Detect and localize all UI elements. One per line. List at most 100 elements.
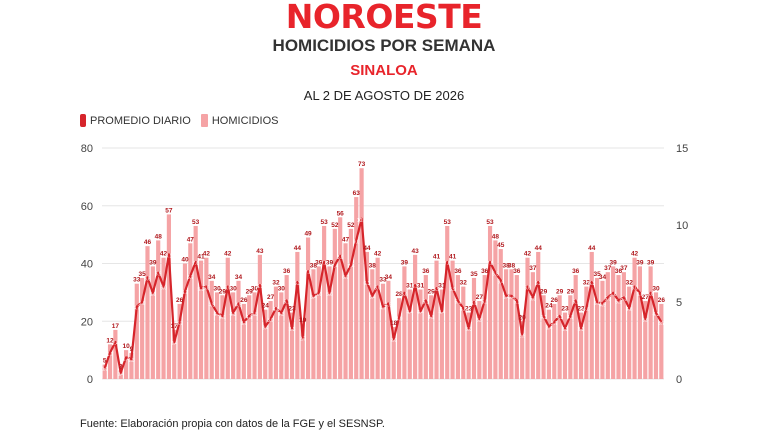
homicidios-bar (643, 301, 648, 379)
bar-value-label: 53 (444, 219, 452, 226)
right-axis-tick-label: 5 (676, 297, 682, 309)
line-value-label: 5.1 (615, 299, 622, 305)
line-value-label: 5.9 (433, 287, 440, 293)
line-value-label: 4.3 (214, 312, 221, 318)
line-value-label: 6.1 (412, 284, 419, 290)
bar-value-label: 32 (460, 280, 468, 287)
homicidios-bar (370, 269, 375, 379)
homicidios-bar (300, 324, 305, 379)
line-value-label: 5.4 (503, 295, 510, 301)
homicidios-bar (396, 298, 402, 379)
line-value-label: 5.1 (513, 299, 520, 305)
bar-value-label: 39 (149, 259, 157, 266)
line-value-label: 5.6 (610, 292, 617, 298)
bar-value-label: 26 (551, 297, 559, 304)
bar-value-label: 38 (502, 262, 510, 269)
bar-value-label: 39 (401, 259, 409, 266)
bar-value-label: 30 (278, 285, 286, 292)
line-value-label: 3.3 (578, 327, 585, 333)
right-axis-tick-label: 0 (676, 374, 682, 386)
bar-value-label: 42 (203, 251, 211, 258)
homicidios-bar (605, 272, 610, 379)
line-value-label: 5.6 (326, 292, 333, 298)
homicidios-bar (562, 312, 568, 379)
homicidios-bar (257, 254, 262, 379)
homicidios-bar (546, 309, 552, 379)
line-value-label: 3.7 (551, 321, 558, 327)
line-value-label: 6.0 (631, 286, 638, 292)
left-axis-tick-label: 20 (81, 316, 93, 328)
homicidios-bar (156, 240, 161, 379)
homicidios-bar (182, 263, 188, 379)
bar-value-label: 48 (155, 233, 163, 240)
line-value-label: 1.3 (128, 358, 135, 364)
line-value-label: 5.0 (139, 301, 146, 307)
bar-value-label: 27 (642, 294, 650, 301)
homicidios-bar (220, 295, 225, 379)
bar-value-label: 33 (379, 277, 387, 284)
line-value-label: 5.4 (508, 295, 515, 301)
homicidios-bar (611, 266, 616, 379)
bar-value-label: 36 (572, 268, 580, 275)
line-value-label: 4.7 (133, 306, 140, 312)
line-value-label: 3.7 (176, 321, 183, 327)
homicidios-bar (423, 275, 428, 379)
bar-value-label: 23 (577, 306, 585, 313)
homicidios-bar (653, 292, 659, 379)
bar-value-label: 43 (411, 248, 419, 255)
bar-value-label: 19 (299, 317, 307, 324)
homicidios-bar (439, 289, 444, 379)
bar-value-label: 27 (476, 294, 484, 301)
bar-value-label: 23 (465, 306, 473, 313)
line-value-label: 4.4 (438, 310, 445, 316)
bar-value-label: 31 (406, 282, 414, 289)
line-value-label: 4.3 (652, 312, 659, 318)
line-value-label: 6.0 (160, 286, 167, 292)
homicidios-bar (632, 257, 637, 379)
homicidios-bar (434, 260, 439, 379)
legend-line-swatch (80, 114, 86, 127)
homicidios-bar (482, 275, 487, 379)
line-value-label: 5.6 (315, 292, 322, 298)
line-value-label: 3.9 (476, 318, 483, 324)
line-value-label: 5.9 (198, 287, 205, 293)
line-value-label: 6.6 (144, 276, 151, 282)
homicidios-bar (316, 266, 321, 379)
bar-value-label: 53 (192, 219, 200, 226)
line-value-label: 7.6 (192, 261, 199, 267)
bar-value-label: 17 (112, 323, 120, 330)
bar-value-label: 41 (449, 254, 457, 261)
homicidios-bar (327, 266, 332, 379)
homicidios-bar (413, 254, 418, 379)
homicidios-bar (305, 237, 311, 379)
line-value-label: 7.4 (331, 264, 338, 270)
line-value-label: 5.1 (454, 299, 461, 305)
homicidios-bar (252, 292, 257, 379)
line-value-label: 5.6 (401, 292, 408, 298)
line-value-label: 4.6 (626, 307, 633, 313)
homicidios-bar (177, 303, 182, 379)
bar-value-label: 43 (256, 248, 264, 255)
bar-value-label: 52 (347, 222, 355, 229)
homicidios-bar (118, 370, 123, 379)
homicidios-bar (150, 266, 155, 379)
homicidios-bar (284, 275, 289, 379)
homicidios-bar (509, 269, 514, 379)
homicidios-bar (386, 280, 391, 379)
chart-subtitle: SINALOA (350, 62, 418, 79)
line-value-label: 6.9 (155, 272, 162, 278)
line-value-label: 2.9 (519, 333, 526, 339)
line-value-label: 5.9 (449, 287, 456, 293)
homicidios-bar (627, 286, 632, 379)
line-value-label: 6.3 (535, 281, 542, 287)
bar-value-label: 39 (647, 259, 655, 266)
line-value-label: 6.3 (363, 281, 370, 287)
line-value-label: 0.7 (101, 367, 108, 373)
homicidios-bar (273, 286, 279, 379)
bar-value-label: 37 (620, 265, 628, 272)
bar-value-label: 53 (486, 219, 494, 226)
homicidios-bar (332, 228, 337, 379)
homicidios-bar (140, 277, 145, 379)
line-value-label: 4.7 (380, 306, 387, 312)
homicidios-bar (236, 280, 241, 379)
